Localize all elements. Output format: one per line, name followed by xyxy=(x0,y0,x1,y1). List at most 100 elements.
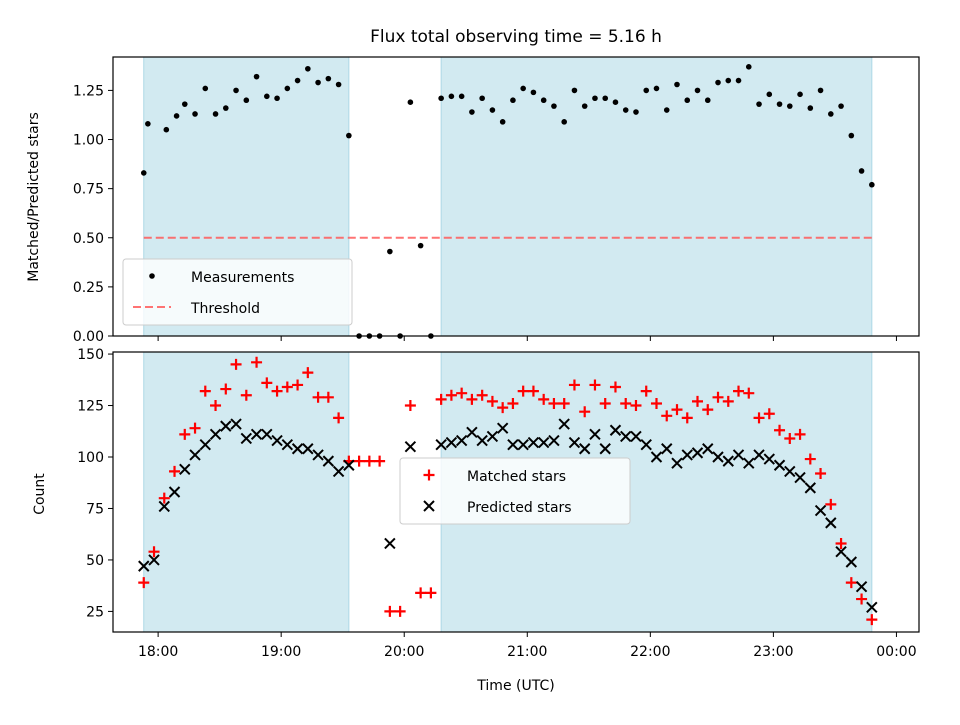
data-point xyxy=(305,65,311,72)
y-tick-label: 125 xyxy=(77,399,104,415)
data-point xyxy=(527,436,540,449)
data-point xyxy=(527,385,539,397)
data-point xyxy=(825,517,837,529)
data-point xyxy=(756,101,762,107)
data-point xyxy=(384,605,396,617)
data-point xyxy=(538,393,550,405)
data-point xyxy=(486,395,498,407)
data-point xyxy=(776,101,783,107)
data-point xyxy=(240,432,253,445)
legend-label: Threshold xyxy=(190,301,260,317)
panel-count: 25 50 75 100 125 150 18:00 19:00 20:00 21:00 22:00… xyxy=(77,347,920,660)
data-point xyxy=(763,453,775,465)
observing-interval-band xyxy=(441,57,872,336)
data-point xyxy=(179,428,191,440)
data-point xyxy=(753,449,765,461)
data-point xyxy=(650,451,663,463)
data-point xyxy=(712,391,724,403)
x-tick-label: 22:00 xyxy=(630,644,670,660)
data-point xyxy=(520,85,526,92)
data-point xyxy=(458,93,465,100)
data-point xyxy=(815,467,827,479)
data-point xyxy=(578,443,591,455)
data-point xyxy=(210,400,222,412)
y-tick-label: 50 xyxy=(86,553,104,569)
y-tick-label: 1.00 xyxy=(73,133,104,149)
series-predicted-stars xyxy=(138,418,878,614)
legend-box xyxy=(122,258,353,326)
data-point xyxy=(284,85,291,92)
data-point xyxy=(251,356,263,368)
data-point xyxy=(363,455,375,467)
data-point xyxy=(145,121,151,127)
data-point xyxy=(684,97,691,104)
data-point xyxy=(261,377,273,389)
x-tick-label: 21:00 xyxy=(507,644,547,660)
data-point xyxy=(702,404,714,416)
data-point xyxy=(561,119,567,125)
data-point xyxy=(828,111,834,117)
data-point xyxy=(415,587,427,599)
data-point xyxy=(476,434,488,447)
data-point xyxy=(722,395,734,407)
data-point xyxy=(496,422,509,434)
data-point xyxy=(661,410,673,422)
data-point xyxy=(835,537,847,549)
data-point xyxy=(261,428,273,441)
data-point xyxy=(568,379,580,391)
data-point xyxy=(173,113,180,119)
data-point xyxy=(250,428,263,441)
data-point xyxy=(599,397,611,409)
data-point xyxy=(435,393,447,405)
data-point xyxy=(163,126,170,133)
data-point xyxy=(168,486,181,498)
data-point xyxy=(530,89,537,96)
data-point xyxy=(230,358,242,370)
data-point xyxy=(404,400,416,412)
data-point xyxy=(479,95,485,102)
y-axis-label-bottom: Count xyxy=(32,473,48,515)
data-point xyxy=(817,87,824,94)
data-point xyxy=(712,451,724,463)
data-point xyxy=(650,397,662,409)
data-point xyxy=(630,400,642,412)
data-point xyxy=(192,111,198,117)
data-point xyxy=(568,436,581,449)
data-point xyxy=(189,449,201,461)
data-point xyxy=(671,457,683,469)
plot-frame xyxy=(112,56,920,337)
data-point xyxy=(663,107,670,113)
data-point xyxy=(743,387,755,399)
data-point xyxy=(558,418,570,430)
data-point xyxy=(253,73,260,80)
data-point xyxy=(407,99,414,105)
x-tick-label: 20:00 xyxy=(384,644,424,660)
data-point xyxy=(671,404,683,416)
y-tick-label: 100 xyxy=(77,450,104,466)
data-point xyxy=(387,248,393,255)
data-point xyxy=(773,459,786,471)
y-tick-label: 150 xyxy=(77,347,104,363)
plot-frame xyxy=(112,351,920,633)
chart-title: Flux total observing time = 5.16 h xyxy=(370,27,662,47)
data-point xyxy=(681,449,693,461)
y-tick-label: 0.25 xyxy=(73,280,104,296)
data-point xyxy=(571,87,578,94)
data-point xyxy=(674,81,680,88)
data-point xyxy=(620,430,632,443)
data-point xyxy=(766,91,773,98)
data-point xyxy=(702,443,714,455)
data-point xyxy=(869,181,875,188)
data-point xyxy=(694,87,701,94)
data-point xyxy=(630,430,642,443)
data-point xyxy=(558,397,570,409)
x-tick-label: 23:00 xyxy=(753,644,793,660)
data-point xyxy=(784,465,796,478)
data-point xyxy=(612,99,619,105)
data-point xyxy=(510,97,516,104)
series-measurements xyxy=(140,64,875,339)
data-point xyxy=(325,75,332,82)
data-point xyxy=(271,434,283,447)
data-point xyxy=(745,64,752,70)
